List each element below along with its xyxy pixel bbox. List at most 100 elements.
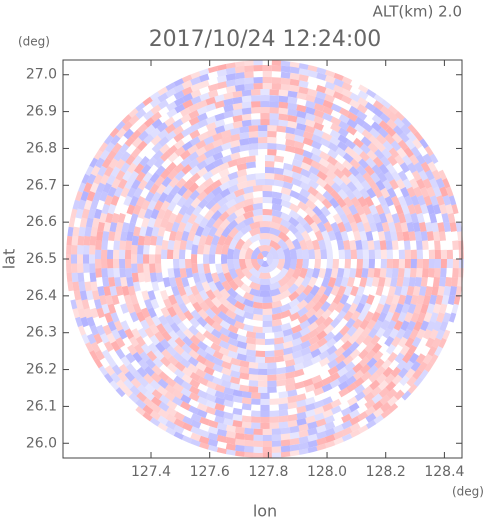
echo-cell bbox=[305, 402, 316, 412]
echo-cell bbox=[90, 226, 98, 237]
echo-cell bbox=[299, 333, 311, 344]
echo-cell bbox=[223, 234, 234, 247]
echo-cell bbox=[241, 89, 252, 97]
echo-cell bbox=[77, 325, 86, 337]
echo-cell bbox=[377, 230, 386, 242]
echo-cell bbox=[271, 191, 283, 200]
echo-cell bbox=[123, 128, 134, 140]
echo-cell bbox=[211, 321, 223, 332]
echo-cell bbox=[183, 285, 193, 297]
echo-cell bbox=[72, 281, 80, 292]
echo-cell bbox=[165, 420, 177, 431]
echo-cell bbox=[394, 352, 405, 364]
echo-cell bbox=[458, 240, 464, 250]
echo-cell bbox=[351, 152, 363, 163]
echo-cell bbox=[291, 350, 303, 360]
echo-cell bbox=[71, 272, 79, 283]
echo-cell bbox=[405, 138, 416, 150]
echo-cell bbox=[99, 174, 110, 185]
echo-cell bbox=[269, 422, 280, 429]
echo-cell bbox=[342, 267, 351, 279]
echo-cell bbox=[216, 434, 228, 443]
echo-cell bbox=[167, 200, 177, 212]
echo-cell bbox=[232, 114, 243, 123]
echo-cell bbox=[347, 333, 359, 345]
echo-cell bbox=[410, 360, 421, 372]
echo-cell bbox=[444, 276, 453, 287]
echo-cell bbox=[137, 244, 144, 255]
echo-cell bbox=[205, 399, 217, 409]
echo-cell bbox=[159, 143, 171, 155]
echo-cell bbox=[239, 144, 250, 152]
echo-cell bbox=[142, 102, 154, 114]
echo-cell bbox=[241, 421, 252, 429]
echo-cell bbox=[242, 204, 254, 214]
echo-cell bbox=[149, 323, 160, 335]
echo-cell bbox=[299, 319, 311, 330]
echo-cell bbox=[296, 393, 307, 402]
echo-cell bbox=[325, 169, 337, 181]
echo-cell bbox=[416, 195, 426, 206]
echo-cell bbox=[137, 208, 147, 220]
echo-cell bbox=[267, 386, 277, 393]
echo-cell bbox=[443, 222, 451, 233]
echo-cell bbox=[207, 83, 219, 92]
echo-cell bbox=[356, 165, 367, 176]
echo-cell bbox=[385, 126, 397, 137]
echo-cell bbox=[66, 235, 73, 246]
echo-cell bbox=[150, 403, 162, 414]
echo-cell bbox=[439, 186, 449, 198]
echo-cell bbox=[357, 90, 369, 101]
echo-cell bbox=[211, 210, 222, 222]
echo-cell bbox=[344, 361, 356, 372]
echo-cell bbox=[407, 344, 418, 356]
echo-cell bbox=[181, 73, 193, 83]
echo-cell bbox=[262, 185, 273, 192]
echo-cell bbox=[341, 302, 352, 314]
echo-cell bbox=[233, 188, 245, 198]
echo-cell bbox=[342, 159, 353, 171]
echo-cell bbox=[356, 103, 368, 114]
echo-cell bbox=[102, 231, 110, 241]
echo-cell bbox=[302, 137, 314, 147]
echo-cell bbox=[324, 81, 336, 91]
echo-cell bbox=[135, 290, 144, 301]
echo-cell bbox=[341, 426, 353, 437]
echo-cell bbox=[297, 200, 309, 212]
echo-cell bbox=[126, 320, 137, 331]
echo-cell bbox=[387, 111, 399, 123]
echo-cell bbox=[204, 359, 215, 370]
echo-cell bbox=[142, 335, 153, 347]
echo-cell bbox=[225, 316, 237, 327]
echo-cell bbox=[108, 380, 120, 392]
echo-cell bbox=[349, 285, 359, 297]
echo-cell bbox=[157, 226, 166, 237]
echo-cell bbox=[173, 431, 185, 441]
echo-cell bbox=[149, 127, 161, 139]
echo-cell bbox=[227, 331, 239, 341]
echo-cell bbox=[334, 302, 345, 314]
echo-cell bbox=[243, 192, 254, 201]
echo-cell bbox=[326, 345, 338, 356]
echo-cell bbox=[255, 338, 265, 345]
echo-cell bbox=[423, 195, 433, 207]
echo-cell bbox=[289, 66, 300, 75]
echo-cell bbox=[375, 303, 385, 314]
echo-cell bbox=[239, 378, 250, 386]
echo-cell bbox=[203, 244, 211, 255]
echo-cell bbox=[250, 422, 261, 429]
echo-cell bbox=[105, 294, 114, 306]
echo-cell bbox=[97, 221, 105, 233]
echo-cell bbox=[147, 217, 156, 228]
echo-cell bbox=[257, 131, 268, 138]
echo-cell bbox=[400, 221, 409, 233]
echo-cell bbox=[345, 139, 357, 150]
echo-cell bbox=[409, 240, 417, 251]
echo-cell bbox=[131, 272, 139, 283]
echo-cell bbox=[378, 163, 390, 175]
echo-cell bbox=[189, 122, 200, 133]
echo-cell bbox=[397, 294, 407, 306]
echo-cell bbox=[163, 298, 173, 310]
echo-cell bbox=[187, 144, 199, 155]
echo-cell bbox=[412, 138, 423, 150]
